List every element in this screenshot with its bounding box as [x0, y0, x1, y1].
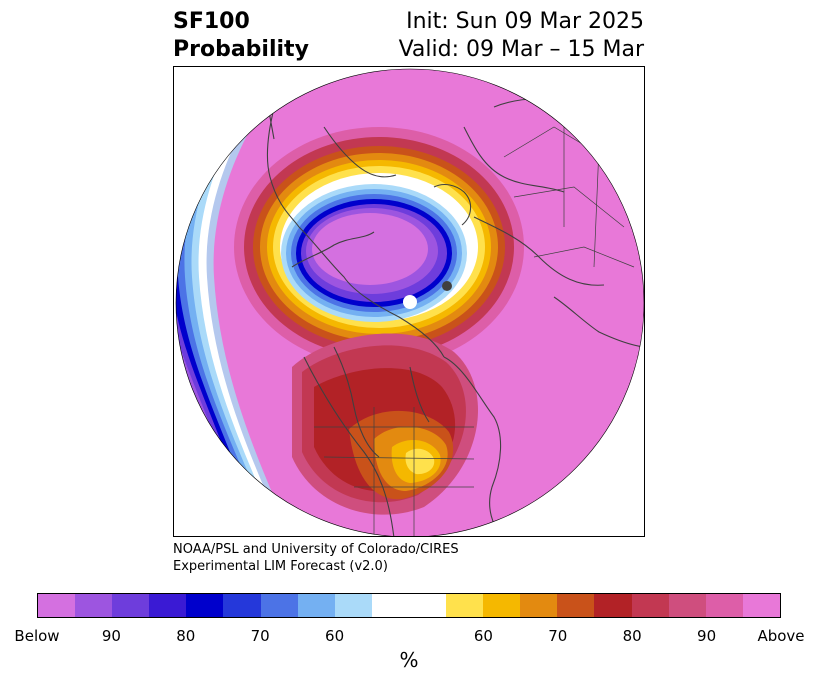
colorbar-segment	[75, 594, 113, 617]
colorbar-segment	[742, 594, 780, 617]
colorbar-tick-label: 90	[101, 627, 121, 645]
colorbar-tick-label: 60	[473, 627, 493, 645]
map-title: SF100 Probability	[173, 8, 309, 64]
colorbar-tick-label: Above	[757, 627, 805, 645]
colorbar-tick-label: 60	[325, 627, 345, 645]
colorbar-segment	[594, 594, 632, 617]
map-boundary	[175, 68, 644, 536]
colorbar-tick-label: 70	[250, 627, 270, 645]
colorbar-units: %	[399, 648, 419, 672]
init-date: Init: Sun 09 Mar 2025	[406, 9, 644, 34]
credit-line-1: NOAA/PSL and University of Colorado/CIRE…	[173, 542, 459, 557]
colorbar-segment	[371, 594, 447, 617]
colorbar-segment	[186, 594, 224, 617]
political-borders	[314, 126, 635, 536]
colorbar-segment	[112, 594, 150, 617]
polar-below-vortex	[281, 184, 467, 322]
colorbar-segment	[223, 594, 261, 617]
island-marker	[442, 281, 452, 291]
colorbar	[37, 593, 781, 618]
colorbar-segment	[520, 594, 558, 617]
colorbar-tick-label: 90	[697, 627, 717, 645]
colorbar-segment	[334, 594, 372, 617]
colorbar-segment	[446, 594, 484, 617]
probability-map	[175, 68, 644, 536]
credit-line-2: Experimental LIM Forecast (v2.0)	[173, 559, 388, 574]
title-line-1: SF100	[173, 9, 250, 34]
colorbar-segment	[297, 594, 335, 617]
colorbar-tick-label: 70	[548, 627, 568, 645]
valid-range: Valid: 09 Mar – 15 Mar	[398, 37, 644, 62]
colorbar-tick-label: 80	[622, 627, 642, 645]
north-america-above	[292, 333, 478, 515]
map-panel	[173, 66, 645, 537]
colorbar-segment	[557, 594, 595, 617]
title-line-2: Probability	[173, 37, 309, 62]
colorbar-segment	[149, 594, 187, 617]
colorbar-segment	[705, 594, 743, 617]
colorbar-segment	[668, 594, 706, 617]
colorbar-tick-label: 80	[176, 627, 196, 645]
credit-text: NOAA/PSL and University of Colorado/CIRE…	[173, 541, 459, 575]
colorbar-segment	[260, 594, 298, 617]
forecast-dates: Init: Sun 09 Mar 2025 Valid: 09 Mar – 15…	[399, 8, 644, 64]
colorbar-segment	[631, 594, 669, 617]
colorbar-segment	[483, 594, 521, 617]
colorbar-tick-label: Below	[14, 627, 60, 645]
colorbar-segment	[38, 594, 76, 617]
